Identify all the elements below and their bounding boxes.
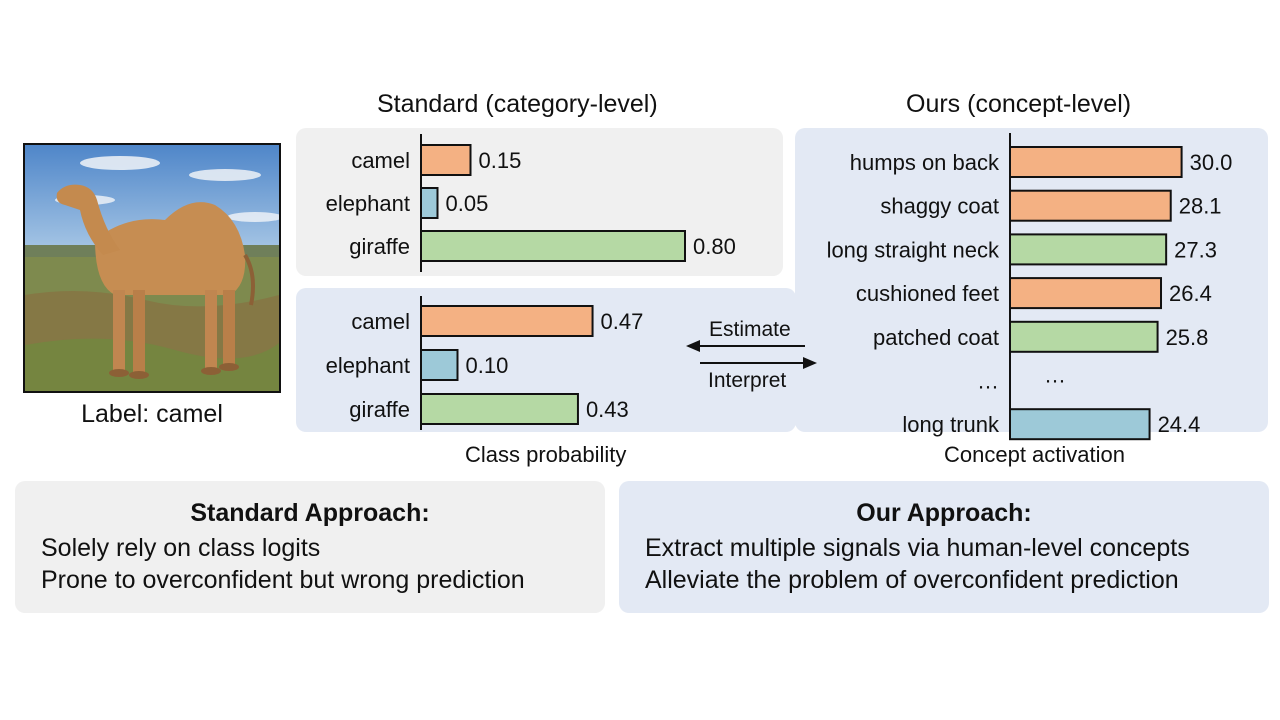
bar bbox=[1009, 277, 1163, 310]
value-label: 28.1 bbox=[1179, 194, 1222, 219]
bar bbox=[1009, 320, 1159, 353]
value-label: 0.80 bbox=[693, 234, 736, 259]
value-label: 0.05 bbox=[446, 191, 489, 216]
bar bbox=[420, 230, 686, 262]
standard-bottom-chart: camel 0.47 elephant 0.10 giraffe 0.43 bbox=[326, 296, 644, 430]
value-label: 24.4 bbox=[1158, 412, 1201, 437]
value-label: 26.4 bbox=[1169, 281, 1212, 306]
category-label: camel bbox=[351, 309, 410, 334]
bar bbox=[1009, 233, 1168, 266]
bar bbox=[420, 393, 579, 425]
interpret-arrow bbox=[700, 357, 817, 369]
camel-illustration bbox=[25, 145, 279, 391]
interpret-label: Interpret bbox=[708, 369, 787, 392]
our-approach-title: Our Approach: bbox=[856, 499, 1032, 527]
category-label: camel bbox=[351, 148, 410, 173]
bar bbox=[1009, 146, 1183, 178]
bar bbox=[420, 187, 439, 219]
bar bbox=[1009, 189, 1172, 222]
value-label: 0.15 bbox=[479, 148, 522, 173]
bar bbox=[420, 349, 459, 381]
our-approach-line: Extract multiple signals via human-level… bbox=[645, 534, 1190, 562]
category-label: patched coat bbox=[873, 325, 999, 350]
standard-approach-line: Solely rely on class logits bbox=[41, 534, 321, 562]
category-label: long straight neck bbox=[827, 237, 1000, 262]
our-approach-box: Our Approach: Extract multiple signals v… bbox=[619, 481, 1269, 613]
ours-heading: Ours (concept-level) bbox=[906, 90, 1132, 118]
ellipsis-label: … bbox=[1044, 363, 1066, 388]
value-label: 0.43 bbox=[586, 397, 629, 422]
value-label: 0.10 bbox=[466, 353, 509, 378]
category-label: elephant bbox=[326, 191, 410, 216]
category-label: long trunk bbox=[902, 412, 1000, 437]
bar bbox=[420, 144, 472, 176]
value-label: 0.47 bbox=[601, 309, 644, 334]
value-label: 27.3 bbox=[1174, 237, 1217, 262]
category-label: elephant bbox=[326, 353, 410, 378]
category-label: giraffe bbox=[349, 234, 410, 259]
category-label: shaggy coat bbox=[880, 194, 999, 219]
standard-approach-line: Prone to overconfident but wrong predict… bbox=[41, 566, 525, 594]
standard-approach-box: Standard Approach: Solely rely on class … bbox=[15, 481, 605, 613]
concept-chart: humps on back 30.0 shaggy coat 28.1 long str… bbox=[827, 133, 1233, 441]
category-label: humps on back bbox=[850, 150, 1000, 175]
bar bbox=[1009, 408, 1151, 441]
standard-heading: Standard (category-level) bbox=[377, 90, 658, 118]
estimate-arrow bbox=[686, 340, 805, 352]
standard-approach-title: Standard Approach: bbox=[190, 499, 430, 527]
category-label: giraffe bbox=[349, 397, 410, 422]
image-label: Label: camel bbox=[81, 400, 223, 428]
standard-top-chart: camel 0.15 elephant 0.05 giraffe 0.80 bbox=[326, 134, 736, 272]
camel-photo bbox=[23, 143, 281, 393]
class-probability-caption: Class probability bbox=[465, 442, 627, 467]
our-approach-line: Alleviate the problem of overconfident p… bbox=[645, 566, 1179, 594]
category-label: … bbox=[977, 369, 999, 394]
value-label: 25.8 bbox=[1166, 325, 1209, 350]
bar bbox=[420, 305, 594, 337]
concept-activation-caption: Concept activation bbox=[944, 442, 1125, 467]
estimate-label: Estimate bbox=[709, 318, 791, 341]
category-label: cushioned feet bbox=[856, 281, 999, 306]
value-label: 30.0 bbox=[1190, 150, 1233, 175]
